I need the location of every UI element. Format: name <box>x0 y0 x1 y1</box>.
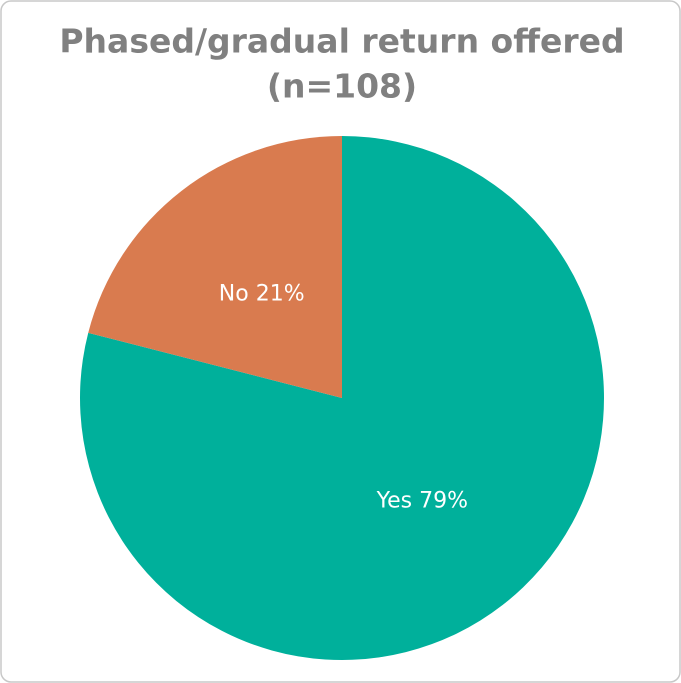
data-label: Yes 79% <box>376 489 468 514</box>
chart-title: Phased/gradual return offered <box>59 22 624 61</box>
data-label: No 21% <box>219 281 305 306</box>
chart-subtitle: (n=108) <box>267 67 417 106</box>
pie-slice <box>79 136 605 660</box>
pie-slice <box>88 136 343 398</box>
